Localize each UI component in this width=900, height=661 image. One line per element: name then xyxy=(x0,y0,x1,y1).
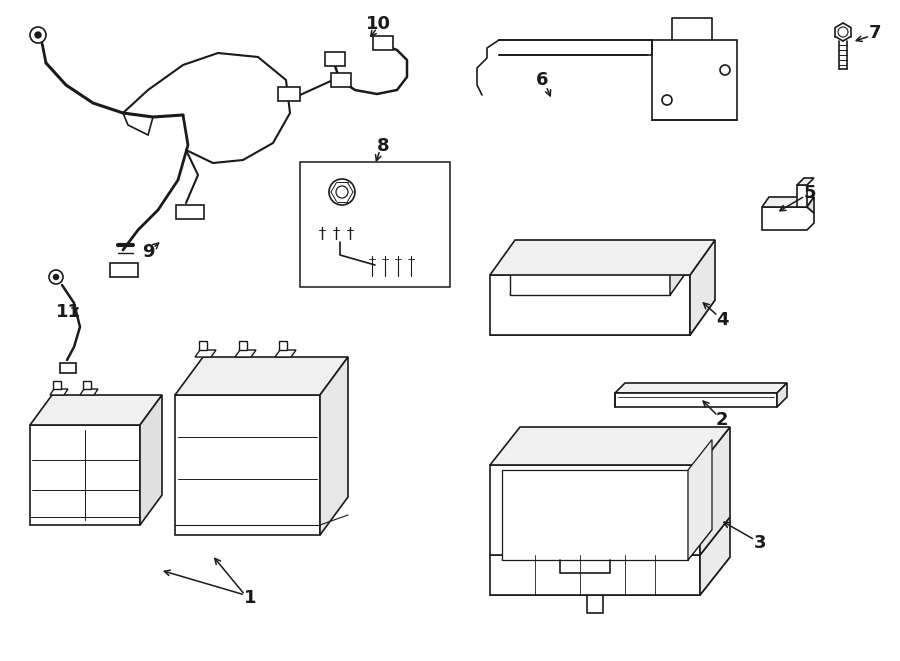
Circle shape xyxy=(838,27,848,37)
Polygon shape xyxy=(279,341,287,350)
Polygon shape xyxy=(320,357,348,535)
Polygon shape xyxy=(510,265,670,295)
Polygon shape xyxy=(235,350,256,357)
Polygon shape xyxy=(275,350,296,357)
Polygon shape xyxy=(83,381,91,389)
Polygon shape xyxy=(490,427,730,465)
Circle shape xyxy=(35,32,41,38)
Bar xyxy=(325,52,345,66)
Polygon shape xyxy=(762,207,814,230)
Polygon shape xyxy=(365,252,428,280)
Polygon shape xyxy=(797,178,814,185)
Text: 8: 8 xyxy=(377,137,390,155)
Bar xyxy=(176,205,204,219)
Polygon shape xyxy=(50,389,68,395)
Circle shape xyxy=(329,179,355,205)
Polygon shape xyxy=(762,197,814,207)
Polygon shape xyxy=(615,383,787,393)
Bar xyxy=(300,162,450,287)
Polygon shape xyxy=(80,389,98,395)
Polygon shape xyxy=(688,440,712,560)
Text: 6: 6 xyxy=(536,71,548,89)
Polygon shape xyxy=(195,350,216,357)
Text: 7: 7 xyxy=(868,24,881,42)
Bar xyxy=(373,36,393,50)
Polygon shape xyxy=(652,40,737,120)
Text: 5: 5 xyxy=(804,184,816,202)
Polygon shape xyxy=(140,395,162,525)
Polygon shape xyxy=(490,275,690,335)
Text: 9: 9 xyxy=(142,243,154,261)
Polygon shape xyxy=(175,395,320,535)
Text: 10: 10 xyxy=(365,15,391,33)
Polygon shape xyxy=(700,427,730,555)
Polygon shape xyxy=(30,395,162,425)
Polygon shape xyxy=(175,357,348,395)
Circle shape xyxy=(720,65,730,75)
Text: 3: 3 xyxy=(754,534,766,552)
Text: 1: 1 xyxy=(244,589,256,607)
Polygon shape xyxy=(490,300,715,335)
Polygon shape xyxy=(700,517,730,595)
Polygon shape xyxy=(510,270,688,295)
Polygon shape xyxy=(123,113,153,135)
Polygon shape xyxy=(502,529,712,560)
Polygon shape xyxy=(807,197,814,213)
Polygon shape xyxy=(490,465,700,555)
Circle shape xyxy=(336,186,348,198)
Polygon shape xyxy=(199,341,207,350)
Polygon shape xyxy=(797,185,807,207)
Polygon shape xyxy=(502,470,688,560)
Polygon shape xyxy=(615,393,777,407)
Polygon shape xyxy=(53,381,61,389)
Polygon shape xyxy=(490,557,730,595)
Bar xyxy=(60,363,76,373)
Bar xyxy=(278,87,300,101)
Circle shape xyxy=(30,27,46,43)
Polygon shape xyxy=(690,240,715,335)
Circle shape xyxy=(662,95,672,105)
Text: 11: 11 xyxy=(56,303,80,321)
Circle shape xyxy=(49,270,63,284)
Polygon shape xyxy=(670,241,688,295)
Bar xyxy=(331,73,351,87)
Polygon shape xyxy=(490,555,700,595)
Polygon shape xyxy=(239,341,247,350)
Polygon shape xyxy=(315,224,365,242)
Bar xyxy=(110,263,138,277)
Polygon shape xyxy=(30,425,140,525)
Text: 4: 4 xyxy=(716,311,728,329)
Text: 2: 2 xyxy=(716,411,728,429)
Polygon shape xyxy=(777,383,787,407)
Circle shape xyxy=(53,274,58,280)
Polygon shape xyxy=(490,240,715,275)
